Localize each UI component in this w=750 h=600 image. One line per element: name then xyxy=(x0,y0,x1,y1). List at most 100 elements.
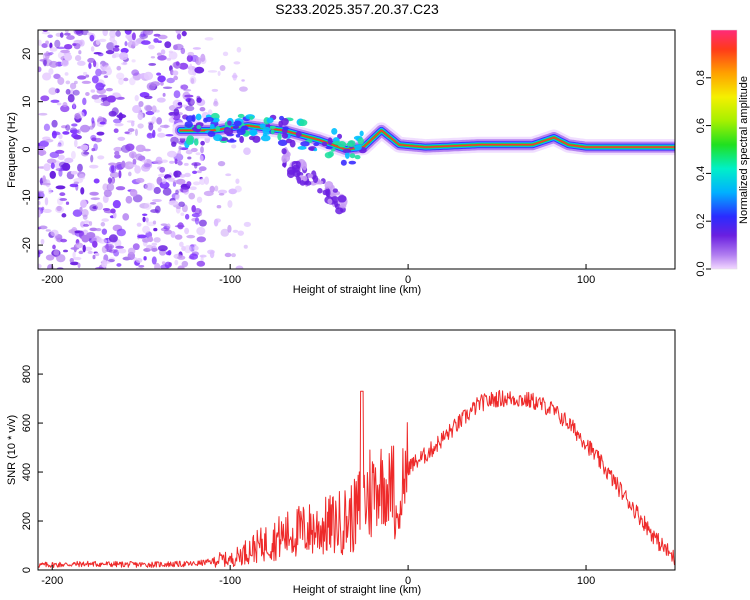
noise-blob xyxy=(90,154,94,163)
noise-blob xyxy=(51,119,58,128)
noise-blob xyxy=(173,108,180,116)
noise-blob xyxy=(227,224,232,233)
ridge-blob xyxy=(193,138,199,146)
noise-blob xyxy=(77,128,81,135)
noise-blob xyxy=(184,213,190,220)
noise-blob xyxy=(56,205,62,212)
noise-blob xyxy=(237,230,245,236)
noise-blob xyxy=(179,174,186,178)
ridge-blob xyxy=(200,140,205,146)
noise-blob xyxy=(116,114,127,119)
noise-blob xyxy=(43,123,51,132)
noise-blob xyxy=(60,59,69,67)
noise-blob xyxy=(120,47,129,54)
noise-blob xyxy=(153,237,161,243)
noise-blob xyxy=(186,234,196,239)
noise-blob xyxy=(81,30,89,36)
ridge-blob xyxy=(196,124,202,130)
noise-blob xyxy=(175,189,179,195)
noise-blob xyxy=(94,98,104,104)
noise-blob xyxy=(124,41,128,47)
snr-series-line xyxy=(38,389,675,568)
noise-blob xyxy=(207,70,218,73)
ridge-blob xyxy=(226,139,237,143)
noise-blob xyxy=(174,259,179,266)
noise-blob xyxy=(160,223,168,226)
colorbar-frame xyxy=(710,29,738,270)
noise-blob xyxy=(194,66,205,74)
noise-blob xyxy=(93,60,97,68)
noise-blob xyxy=(151,242,158,246)
ridge-blob xyxy=(354,144,362,151)
noise-blob xyxy=(153,38,159,43)
noise-blob xyxy=(193,245,199,251)
noise-blob xyxy=(108,249,118,254)
noise-blob xyxy=(72,256,82,261)
noise-blob xyxy=(148,63,157,66)
noise-blob xyxy=(286,169,295,179)
noise-blob xyxy=(95,39,101,46)
noise-blob xyxy=(174,158,178,165)
noise-blob xyxy=(184,94,194,98)
noise-blob xyxy=(98,94,108,98)
noise-blob xyxy=(87,32,93,36)
ridge-blob xyxy=(277,132,282,141)
noise-blob xyxy=(243,244,248,249)
noise-blob xyxy=(69,258,74,263)
colorbar-tick-label: 0.8 xyxy=(695,70,707,85)
noise-blob xyxy=(158,173,166,178)
noise-blob xyxy=(132,194,143,203)
noise-blob xyxy=(140,40,151,45)
noise-blob xyxy=(177,255,186,260)
colorbar-tick-label: 0.2 xyxy=(695,214,707,229)
noise-blob xyxy=(64,53,73,61)
ridge-blob xyxy=(321,141,328,147)
noise-blob xyxy=(302,161,307,171)
noise-blob xyxy=(317,188,323,194)
noise-blob xyxy=(122,213,130,221)
noise-blob xyxy=(235,178,240,184)
noise-blob xyxy=(102,208,111,211)
noise-blob xyxy=(92,254,96,260)
noise-blob xyxy=(207,109,213,117)
noise-blob xyxy=(143,30,154,36)
noise-blob xyxy=(196,196,203,203)
noise-blob xyxy=(74,80,78,85)
noise-blob xyxy=(184,227,190,235)
noise-blob xyxy=(241,79,245,82)
noise-blob xyxy=(185,105,195,112)
noise-blob xyxy=(64,72,69,76)
noise-blob xyxy=(148,122,154,131)
noise-blob xyxy=(176,206,181,210)
snr-y-tick-label: 800 xyxy=(21,365,33,383)
spectrogram-y-ticks: -20 -10 0 10 20 xyxy=(21,48,43,253)
noise-blob xyxy=(38,200,41,206)
noise-blob xyxy=(74,242,84,249)
ridge-blob xyxy=(342,148,352,153)
noise-blob xyxy=(135,177,145,183)
noise-blob xyxy=(209,185,215,193)
noise-blob xyxy=(105,50,115,55)
noise-blob xyxy=(99,70,107,75)
noise-blob xyxy=(113,146,123,152)
ridge-blob xyxy=(249,115,254,120)
noise-blob xyxy=(224,252,232,258)
noise-blob xyxy=(69,129,80,134)
noise-blob xyxy=(108,110,117,117)
noise-blob xyxy=(76,60,86,66)
noise-blob xyxy=(98,38,107,43)
noise-blob xyxy=(130,120,135,127)
noise-blob xyxy=(43,59,47,67)
noise-blob xyxy=(326,188,331,198)
ridge-blob xyxy=(266,117,274,124)
noise-blob xyxy=(81,80,92,84)
ridge-blob xyxy=(209,123,215,130)
noise-blob xyxy=(142,216,146,223)
noise-blob xyxy=(38,190,45,194)
noise-blob xyxy=(73,139,78,148)
noise-blob xyxy=(50,99,60,103)
noise-blob xyxy=(45,40,49,45)
noise-blob xyxy=(57,154,65,161)
spectrogram-noise-blobs xyxy=(38,30,348,269)
